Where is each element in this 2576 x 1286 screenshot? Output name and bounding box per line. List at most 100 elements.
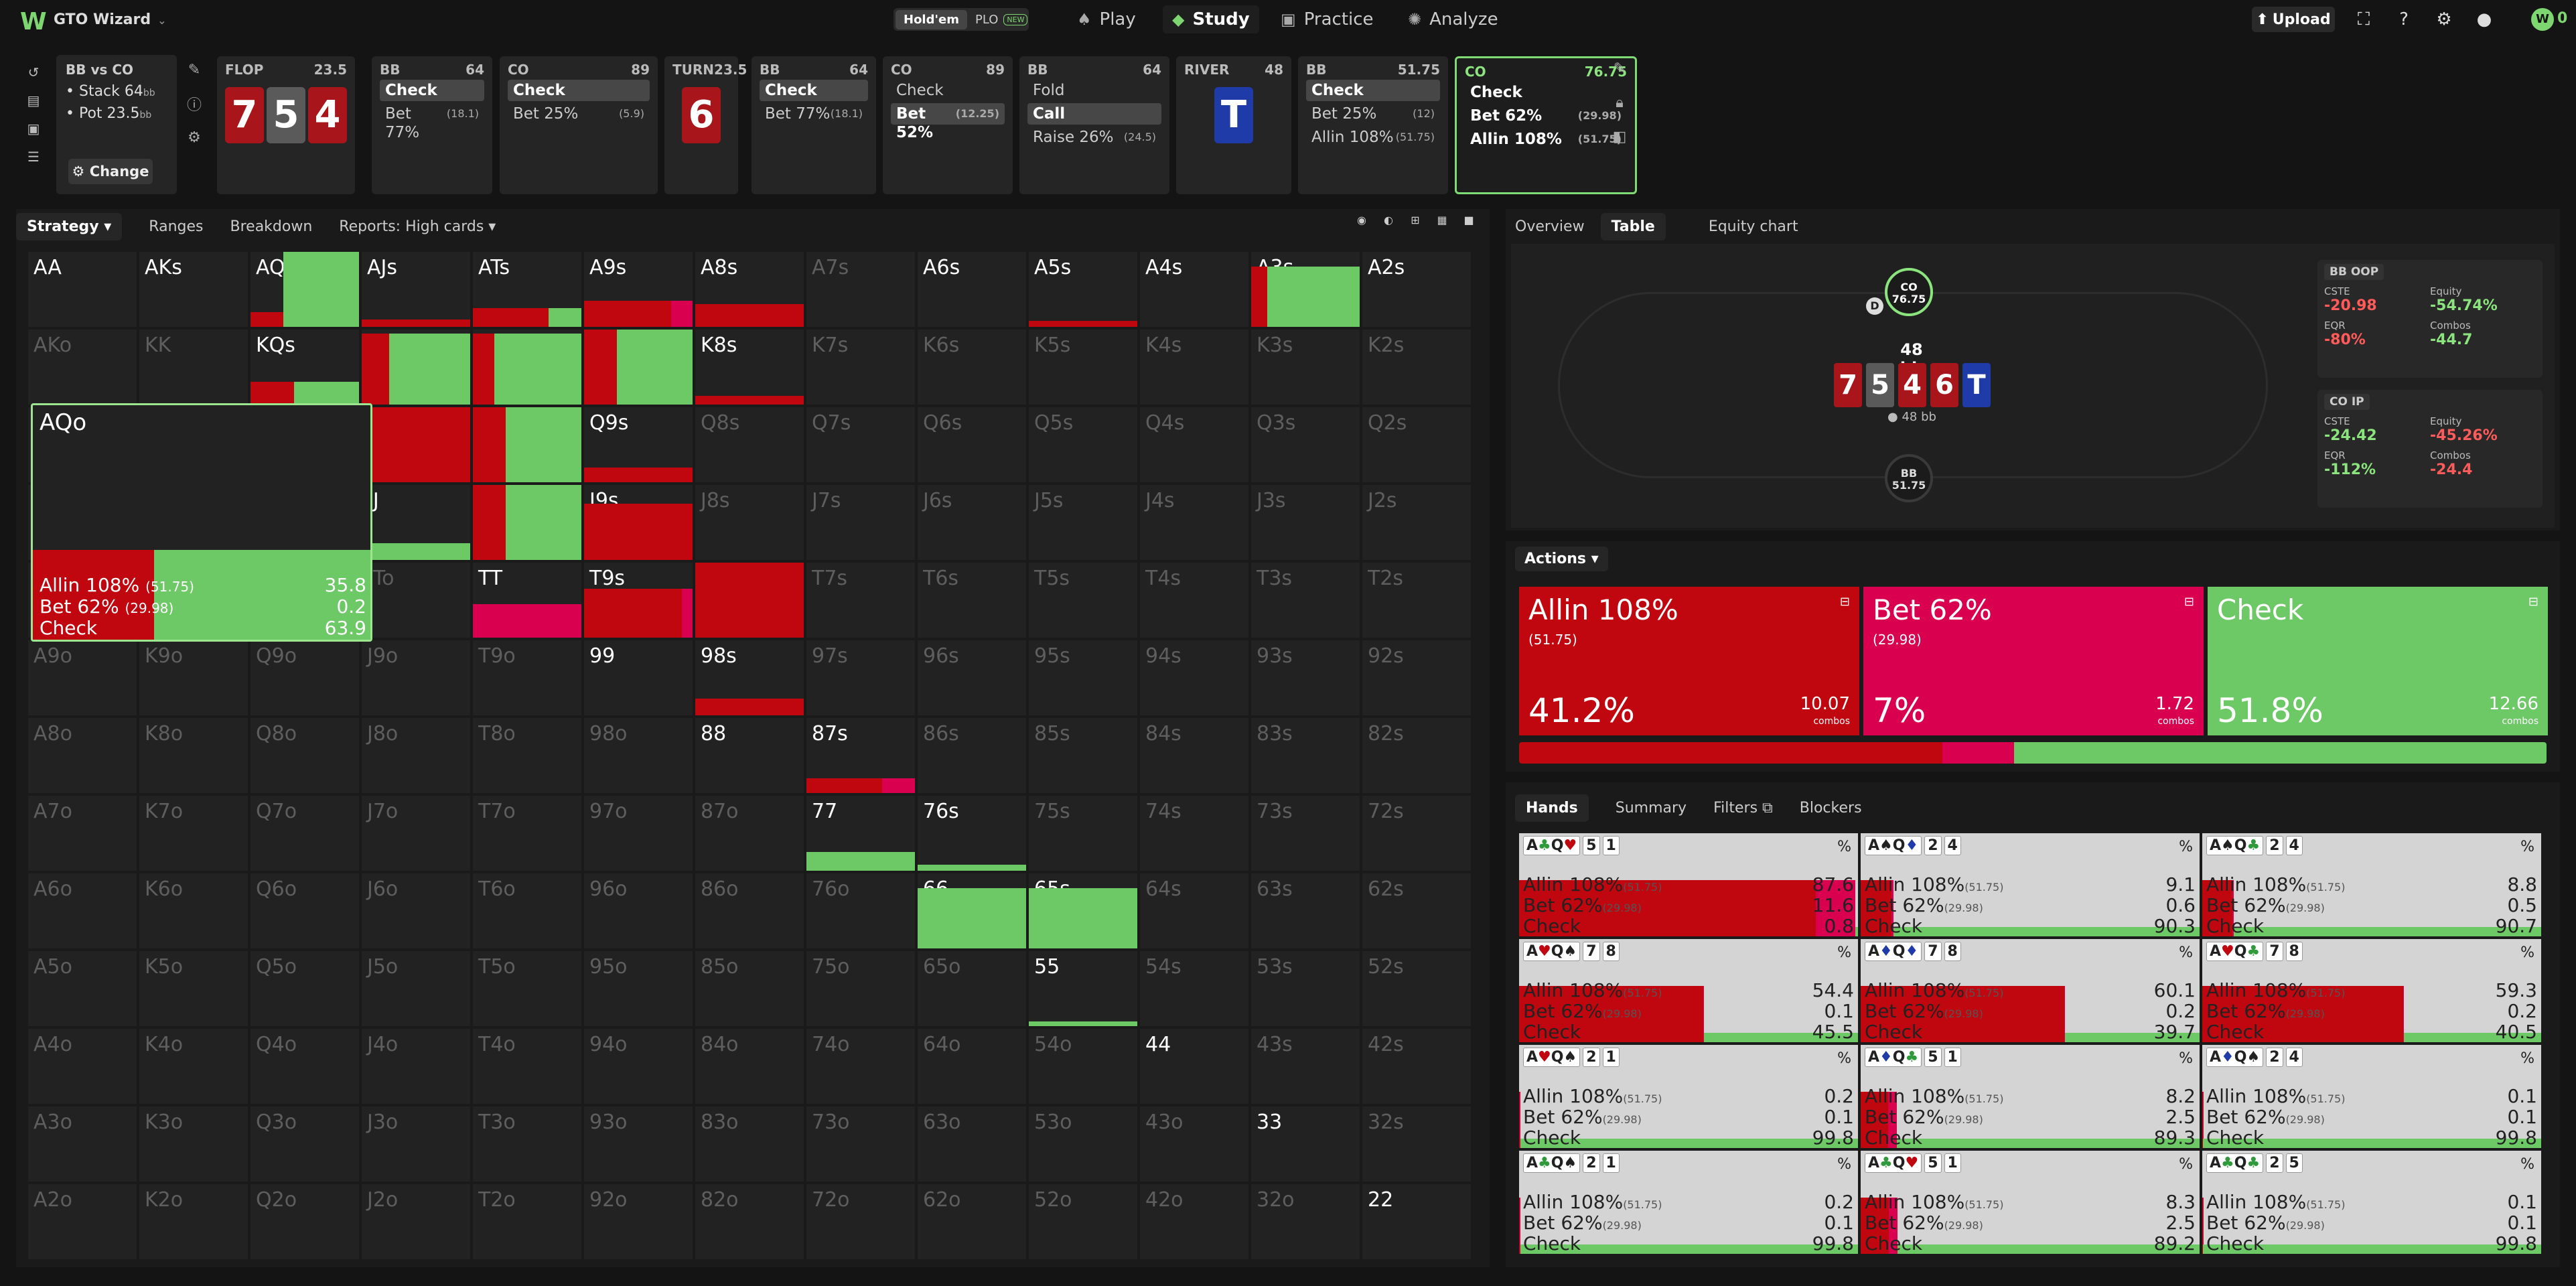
hand-cell[interactable]: 97o bbox=[584, 796, 694, 872]
hand-cell[interactable]: KK bbox=[139, 330, 249, 406]
hand-cell[interactable]: 42o bbox=[1140, 1184, 1250, 1261]
tab-equity-chart[interactable]: Equity chart bbox=[1708, 218, 1798, 235]
hand-cell[interactable]: A9s bbox=[584, 252, 694, 328]
hand-cell[interactable]: 55 bbox=[1029, 951, 1139, 1027]
hand-cell[interactable]: 77 bbox=[806, 796, 916, 872]
cube-view-icon[interactable]: ◉ bbox=[1357, 214, 1366, 226]
hand-combo-cell[interactable]: A♦Q♣ 5 1% Allin 108%(51.75) 8.2 Bet 62%(29.98… bbox=[1861, 1045, 2201, 1149]
action-box[interactable]: Check ⊟ 51.8% 12.66 combos bbox=[2208, 587, 2548, 735]
hand-cell[interactable]: 97s bbox=[806, 640, 916, 717]
node-action[interactable]: Bet 77% (18.1) bbox=[765, 105, 863, 123]
hand-cell[interactable]: A6s bbox=[918, 252, 1027, 328]
node-bb[interactable]: BB 64 Check Bet 77% (18.1) bbox=[752, 56, 876, 194]
hand-cell[interactable]: A2o bbox=[28, 1184, 138, 1261]
tab-ranges[interactable]: Ranges bbox=[149, 218, 204, 235]
hand-cell[interactable]: J4s bbox=[1140, 485, 1250, 561]
hand-cell[interactable]: K4s bbox=[1140, 330, 1250, 406]
reset-icon[interactable]: ↺ bbox=[27, 64, 40, 80]
hand-cell[interactable]: J5o bbox=[362, 951, 472, 1027]
hand-cell[interactable]: 72s bbox=[1362, 796, 1472, 872]
hand-cell[interactable]: Q3s bbox=[1251, 407, 1361, 484]
hand-cell[interactable]: 95o bbox=[584, 951, 694, 1027]
hand-cell[interactable]: T3o bbox=[473, 1106, 583, 1183]
hand-cell[interactable]: Q6s bbox=[918, 407, 1027, 484]
node-action[interactable]: Bet 62% (29.98) bbox=[1470, 107, 1622, 125]
hand-cell[interactable]: 82s bbox=[1362, 718, 1472, 794]
hand-cell[interactable]: J7o bbox=[362, 796, 472, 872]
hand-cell[interactable]: K6o bbox=[139, 873, 249, 950]
hand-cell[interactable]: 96s bbox=[918, 640, 1027, 717]
hand-cell[interactable]: 76s bbox=[918, 796, 1027, 872]
hand-cell-highlight[interactable]: AQo Allin 108% (51.75) 35.8 Bet 62% (29.9… bbox=[31, 403, 372, 642]
hand-cell[interactable]: 85o bbox=[695, 951, 805, 1027]
hand-combo-cell[interactable]: A♣Q♣ 2 5% Allin 108%(51.75) 0.1 Bet 62%(29.98… bbox=[2202, 1151, 2543, 1255]
hand-cell[interactable]: T6s bbox=[918, 563, 1027, 639]
node-co[interactable]: CO 89 Check Bet 52% (12.25) bbox=[883, 56, 1013, 194]
user-icon[interactable]: ● bbox=[2476, 9, 2492, 29]
node-flop[interactable]: FLOP 23.5 7 5 4 bbox=[217, 56, 355, 194]
hand-cell[interactable]: 99 bbox=[584, 640, 694, 717]
hand-cell[interactable]: K5o bbox=[139, 951, 249, 1027]
hand-cell[interactable]: J9o bbox=[362, 640, 472, 717]
hand-cell[interactable]: 94s bbox=[1140, 640, 1250, 717]
settings-small-icon[interactable]: ⚙ bbox=[188, 129, 201, 146]
hand-cell[interactable]: 53o bbox=[1029, 1106, 1139, 1183]
hand-cell[interactable]: 63s bbox=[1251, 873, 1361, 950]
hand-cell[interactable]: A7s bbox=[806, 252, 916, 328]
gamepad-icon[interactable]: ▣ bbox=[27, 121, 40, 137]
hand-cell[interactable]: KJs bbox=[362, 330, 472, 406]
hand-cell[interactable]: J2s bbox=[1362, 485, 1472, 561]
hand-cell[interactable]: Q5s bbox=[1029, 407, 1139, 484]
tab-filters[interactable]: Filters ⧉ bbox=[1713, 800, 1773, 816]
hand-cell[interactable]: K2s bbox=[1362, 330, 1472, 406]
plo-toggle[interactable]: PLO bbox=[975, 12, 999, 27]
hand-cell[interactable]: T8s bbox=[695, 563, 805, 639]
square-icon[interactable]: ■ bbox=[1463, 214, 1474, 226]
hand-cell[interactable]: Q8s bbox=[695, 407, 805, 484]
nav-study[interactable]: ◆ Study bbox=[1163, 5, 1259, 33]
screenshot-icon[interactable]: ⛶ bbox=[2357, 9, 2370, 29]
hand-cell[interactable]: 83o bbox=[695, 1106, 805, 1183]
hand-cell[interactable]: 86o bbox=[695, 873, 805, 950]
hand-cell[interactable]: Q9s bbox=[584, 407, 694, 484]
node-bb[interactable]: BB 64 Fold Call Raise 26% (24.5) bbox=[1019, 56, 1169, 194]
hand-cell[interactable]: 54o bbox=[1029, 1029, 1139, 1105]
hand-cell[interactable]: 72o bbox=[806, 1184, 916, 1261]
hand-cell[interactable]: 87o bbox=[695, 796, 805, 872]
hand-cell[interactable]: 42s bbox=[1362, 1029, 1472, 1105]
hand-cell[interactable]: 84s bbox=[1140, 718, 1250, 794]
hand-combo-cell[interactable]: A♥Q♠ 7 8% Allin 108%(51.75) 54.4 Bet 62%(29.9… bbox=[1519, 939, 1859, 1044]
hand-cell[interactable]: Q9o bbox=[251, 640, 360, 717]
hand-cell[interactable]: T2s bbox=[1362, 563, 1472, 639]
hand-combo-cell[interactable]: A♠Q♣ 2 4% Allin 108%(51.75) 8.8 Bet 62%(29.98… bbox=[2202, 833, 2543, 938]
hand-cell[interactable]: J2o bbox=[362, 1184, 472, 1261]
hand-combo-cell[interactable]: A♣Q♥ 5 1% Allin 108%(51.75) 87.6 Bet 62%(29.9… bbox=[1519, 833, 1859, 938]
hand-cell[interactable]: 62o bbox=[918, 1184, 1027, 1261]
hand-cell[interactable]: A9o bbox=[28, 640, 138, 717]
hand-cell[interactable]: Q4o bbox=[251, 1029, 360, 1105]
hand-cell[interactable]: Q3o bbox=[251, 1106, 360, 1183]
holdem-toggle[interactable]: Hold'em bbox=[896, 9, 967, 29]
hand-cell[interactable]: 63o bbox=[918, 1106, 1027, 1183]
node-action[interactable]: Allin 108% (51.75) bbox=[1311, 129, 1435, 146]
hand-cell[interactable]: AJs bbox=[362, 252, 472, 328]
hand-combo-cell[interactable]: A♦Q♠ 2 4% Allin 108%(51.75) 0.1 Bet 62%(29.98… bbox=[2202, 1045, 2543, 1149]
hand-cell[interactable]: Q6o bbox=[251, 873, 360, 950]
node-turn[interactable]: TURN 23.5 6 bbox=[664, 56, 747, 194]
hand-cell[interactable]: AA bbox=[28, 252, 138, 328]
hand-combo-cell[interactable]: A♥Q♣ 7 8% Allin 108%(51.75) 59.3 Bet 62%(29.9… bbox=[2202, 939, 2543, 1044]
hand-cell[interactable]: A2s bbox=[1362, 252, 1472, 328]
hand-cell[interactable]: T3s bbox=[1251, 563, 1361, 639]
help-icon[interactable]: ? bbox=[2399, 9, 2409, 29]
hand-cell[interactable]: ATs bbox=[473, 252, 583, 328]
hand-cell[interactable]: Q2o bbox=[251, 1184, 360, 1261]
hand-cell[interactable]: 82o bbox=[695, 1184, 805, 1261]
hand-cell[interactable]: J4o bbox=[362, 1029, 472, 1105]
hand-cell[interactable]: T7o bbox=[473, 796, 583, 872]
hand-cell[interactable]: T5s bbox=[1029, 563, 1139, 639]
node-action[interactable]: Raise 26% (24.5) bbox=[1033, 129, 1156, 146]
hand-cell[interactable]: TT bbox=[473, 563, 583, 639]
chevron-down-icon[interactable]: ⌄ bbox=[157, 14, 167, 27]
node-action[interactable]: Check bbox=[760, 80, 868, 101]
node-action[interactable]: Check bbox=[1470, 84, 1522, 101]
